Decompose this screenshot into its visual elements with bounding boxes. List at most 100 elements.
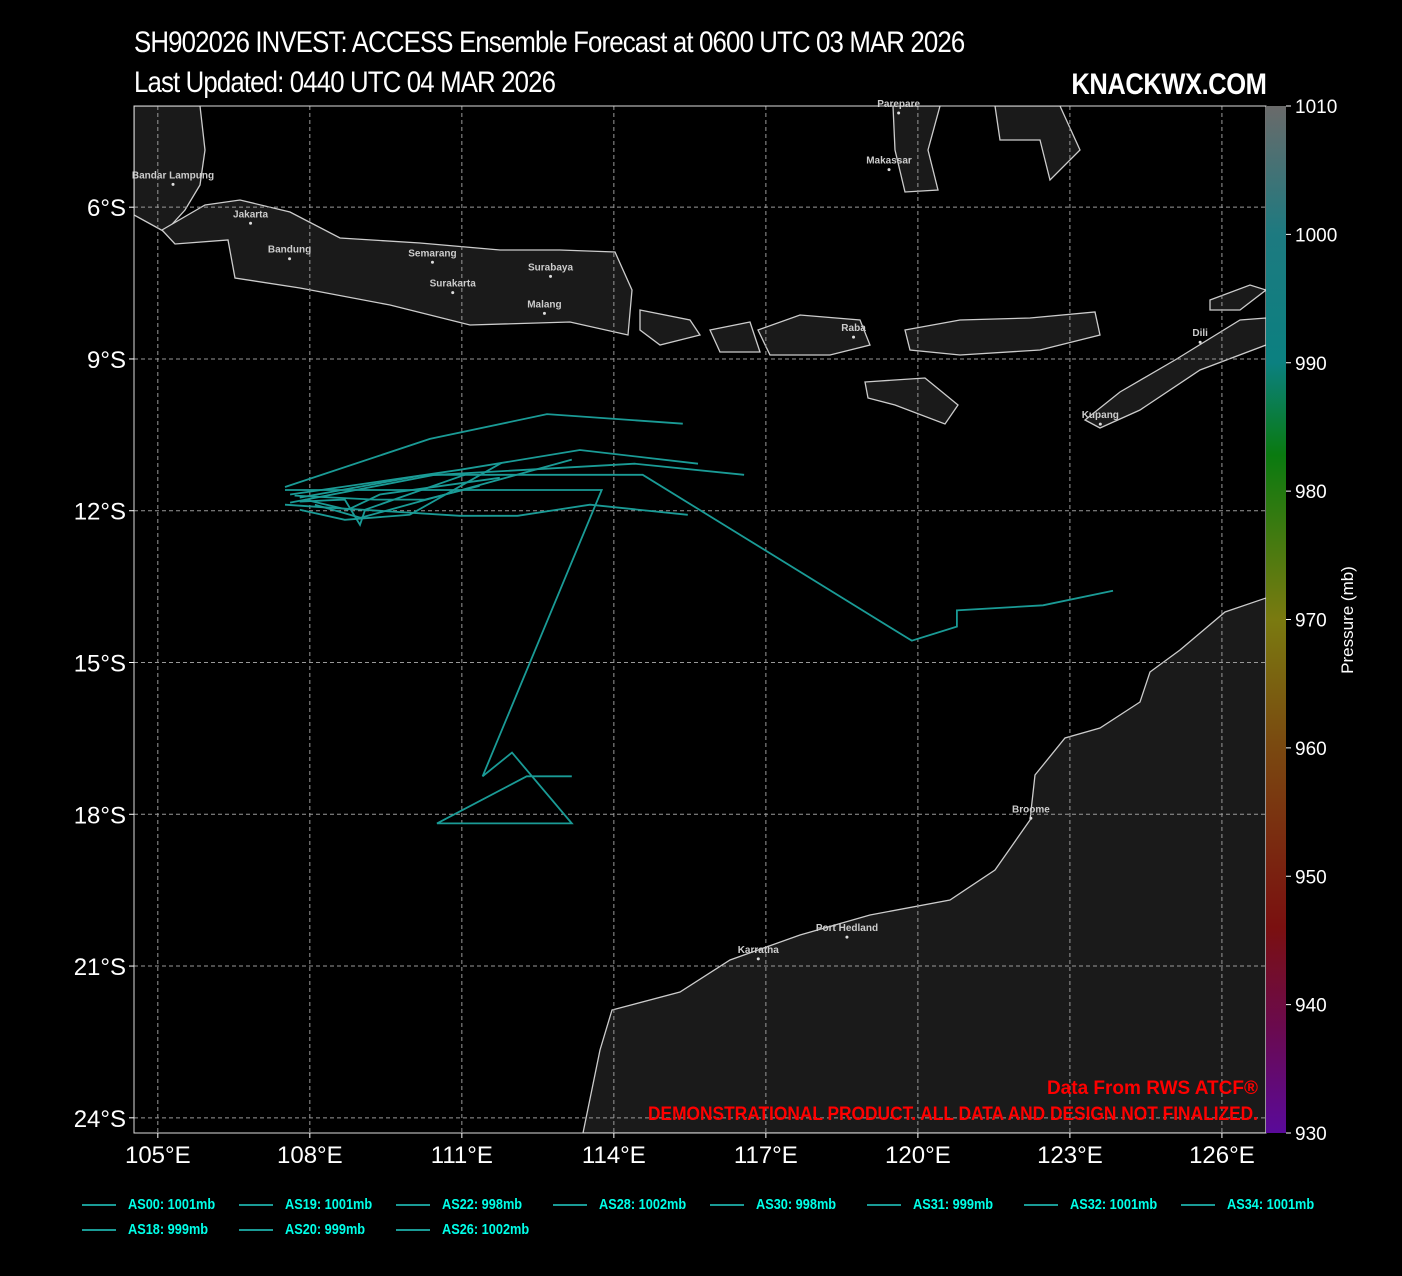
chart-title: SH902026 INVEST: ACCESS Ensemble Forecas…	[134, 26, 965, 59]
city-label: Raba	[841, 323, 866, 334]
track-as22	[289, 473, 1114, 642]
x-tick-label: 114°E	[582, 1142, 646, 1169]
legend-label: AS22: 998mb	[442, 1196, 523, 1213]
y-tick-label: 24°S	[74, 1106, 126, 1133]
legend-swatch	[239, 1203, 273, 1206]
legend-item: AS18: 999mb	[82, 1221, 239, 1238]
legend-swatch	[396, 1203, 430, 1206]
legend-item: AS19: 1001mb	[239, 1196, 396, 1213]
colorbar-tick-label: 1000	[1295, 225, 1337, 246]
legend-label: AS34: 1001mb	[1227, 1196, 1315, 1213]
city-label: Surakarta	[430, 279, 477, 290]
legend-swatch	[396, 1228, 430, 1231]
colorbar-tick-label: 960	[1295, 739, 1327, 760]
bali-land	[639, 309, 702, 346]
city-marker	[171, 182, 175, 186]
legend: AS00: 1001mb AS19: 1001mb AS22: 998mb AS28:…	[82, 1196, 1342, 1238]
city-label: Karratha	[738, 945, 780, 956]
track-as26	[294, 485, 480, 501]
legend-item: AS34: 1001mb	[1181, 1196, 1338, 1213]
colorbar-tick-label: 1010	[1295, 97, 1337, 118]
track-as20	[299, 473, 466, 528]
track-as00	[284, 413, 683, 488]
city-label: Surabaya	[528, 262, 573, 273]
legend-swatch	[82, 1203, 116, 1206]
track-as18	[304, 476, 500, 511]
x-tick-label: 117°E	[734, 1142, 798, 1169]
x-tick-label: 108°E	[277, 1142, 343, 1169]
city-label: Dili	[1192, 328, 1208, 339]
legend-swatch	[710, 1203, 744, 1206]
city-marker	[1198, 340, 1202, 344]
legend-item: AS00: 1001mb	[82, 1196, 239, 1213]
city-label: Bandar Lampung	[132, 170, 214, 181]
x-tick-label: 126°E	[1189, 1142, 1255, 1169]
colorbar-tick-label: 950	[1295, 867, 1327, 888]
legend-label: AS26: 1002mb	[442, 1221, 530, 1238]
y-tick-label: 21°S	[74, 954, 126, 981]
city-label: Makassar	[866, 156, 912, 167]
legend-label: AS31: 999mb	[913, 1196, 994, 1213]
lombok-sumbawa-land	[709, 314, 871, 356]
track-as28	[299, 462, 745, 499]
city-label: Kupang	[1082, 410, 1119, 421]
city-marker	[430, 260, 434, 264]
legend-label: AS30: 998mb	[756, 1196, 837, 1213]
city-label: Bandung	[268, 245, 311, 256]
colorbar-tick-label: 990	[1295, 354, 1327, 375]
colorbar-tick-label: 930	[1295, 1124, 1327, 1145]
city-marker	[542, 311, 546, 315]
city-labels: Bandar Lampung Jakarta Bandung Semarang Sura…	[132, 99, 1208, 961]
city-marker	[549, 274, 553, 278]
y-tick-label: 12°S	[74, 499, 126, 526]
city-label: Port Hedland	[816, 923, 878, 934]
sumatra-land	[134, 106, 206, 233]
city-marker	[249, 221, 253, 225]
legend-swatch	[82, 1228, 116, 1231]
city-marker	[887, 168, 891, 172]
australia-land	[582, 597, 1266, 1133]
city-marker	[288, 257, 292, 261]
colorbar-label: Pressure (mb)	[1338, 566, 1357, 674]
legend-label: AS28: 1002mb	[599, 1196, 687, 1213]
last-updated: Last Updated: 0440 UTC 04 MAR 2026	[134, 66, 556, 99]
legend-label: AS18: 999mb	[128, 1221, 209, 1238]
ensemble-tracks	[284, 413, 1114, 825]
legend-label: AS20: 999mb	[285, 1221, 366, 1238]
wetar-land	[1209, 284, 1266, 311]
x-tick-label: 123°E	[1037, 1142, 1103, 1169]
colorbar-tick-label: 970	[1295, 611, 1327, 632]
city-marker	[1098, 422, 1102, 426]
city-label: Broome	[1012, 804, 1050, 815]
city-label: Semarang	[408, 248, 456, 259]
city-marker	[852, 335, 856, 339]
sulawesi-land	[892, 106, 941, 193]
legend-swatch	[1024, 1203, 1058, 1206]
city-marker	[451, 291, 455, 295]
city-marker	[897, 111, 901, 115]
colorbar-tick-label: 940	[1295, 996, 1327, 1017]
track-as32	[299, 461, 503, 521]
flores-land	[904, 311, 1101, 356]
city-marker	[1029, 816, 1033, 820]
track-as19	[289, 449, 699, 496]
legend-item: AS28: 1002mb	[553, 1196, 710, 1213]
axis-ticks: 105°E 108°E 111°E 114°E 117°E 120°E 123°E 126°E…	[74, 195, 1255, 1169]
legend-item: AS32: 1001mb	[1024, 1196, 1181, 1213]
x-tick-label: 105°E	[125, 1142, 191, 1169]
legend-swatch	[1181, 1203, 1215, 1206]
legend-label: AS00: 1001mb	[128, 1196, 216, 1213]
legend-swatch	[553, 1203, 587, 1206]
grid-lines	[134, 106, 1266, 1133]
y-tick-label: 9°S	[87, 347, 126, 374]
y-tick-label: 6°S	[87, 195, 126, 222]
buton-land	[994, 106, 1081, 182]
city-marker	[756, 957, 760, 961]
java-land	[160, 199, 633, 336]
city-label: Parepare	[877, 99, 920, 110]
pressure-colorbar	[1266, 106, 1286, 1133]
legend-item: AS30: 998mb	[710, 1196, 867, 1213]
city-label: Malang	[527, 299, 561, 310]
x-tick-label: 120°E	[885, 1142, 951, 1169]
